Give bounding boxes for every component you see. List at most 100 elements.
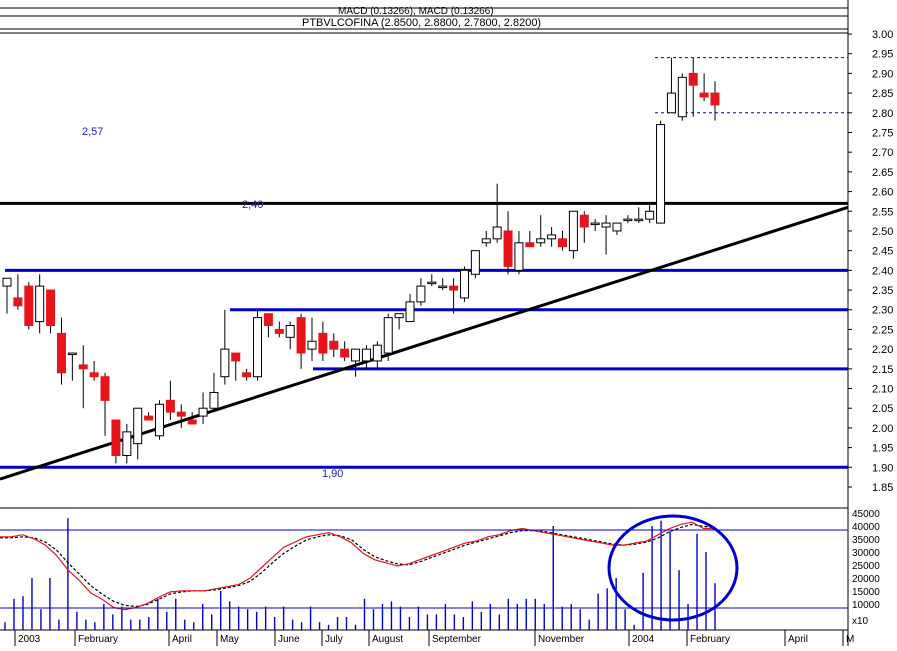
price-tick-label-19: 2.05	[872, 403, 893, 415]
candle-body-64	[699, 92, 709, 98]
candle-body-19	[209, 391, 219, 409]
candle-15	[165, 380, 175, 421]
candle-41	[449, 278, 459, 314]
candle-56	[612, 222, 622, 235]
candle-body-59	[645, 210, 655, 220]
candle-54	[590, 219, 600, 231]
candle-body-41	[449, 285, 459, 291]
candle-64	[699, 73, 709, 101]
price-tick-label-14: 2.30	[872, 305, 893, 317]
candle-body-63	[688, 72, 698, 86]
price-tick-label-10: 2.50	[872, 226, 893, 238]
candle-44	[481, 230, 491, 247]
candle-body-9	[100, 376, 110, 401]
candle-7	[78, 345, 88, 409]
candle-45	[492, 183, 502, 243]
candle-body-58	[634, 218, 644, 222]
candle-body-43	[470, 250, 480, 275]
volume-tick-label-2: 35000	[852, 535, 880, 546]
candle-20	[220, 309, 230, 385]
candle-body-0	[2, 277, 12, 287]
candle-body-62	[677, 76, 687, 118]
candle-body-1	[13, 297, 23, 307]
candle-body-28	[307, 340, 317, 350]
candle-body-11	[122, 431, 132, 456]
candle-body-23	[253, 317, 263, 378]
x-tick-label-2: April	[172, 634, 192, 645]
price-tick-label-4: 2.80	[872, 108, 893, 120]
x-tick-label-11: April	[788, 634, 808, 645]
x-tick-label-8: November	[538, 634, 585, 645]
price-tick-label-11: 2.45	[872, 246, 893, 258]
candle-10	[111, 419, 121, 464]
candle-48	[525, 230, 535, 248]
candle-body-53	[579, 214, 589, 228]
candle-62	[677, 73, 687, 121]
candle-body-32	[351, 348, 361, 362]
volume-tick-label-4: 25000	[852, 561, 880, 572]
price-tick-label-5: 2.75	[872, 127, 893, 139]
header-panel: MACD (0.13266), MACD (0.13266) PTBVLCOFI…	[0, 6, 848, 30]
candle-body-36	[394, 313, 404, 319]
candle-body-25	[274, 328, 284, 334]
x-tick-label-1: February	[78, 634, 118, 645]
x-tick-label-12: M	[846, 634, 854, 645]
price-tick-label-21: 1.95	[872, 443, 893, 455]
price-tick-label-8: 2.60	[872, 187, 893, 199]
candle-3	[35, 274, 45, 334]
x-tick-label-9: 2004	[632, 634, 655, 645]
candle-5	[56, 317, 66, 385]
candle-body-13	[144, 415, 154, 421]
candle-body-18	[198, 407, 208, 417]
candle-body-34	[372, 344, 382, 362]
candle-40	[438, 278, 448, 291]
price-tick-label-12: 2.40	[872, 265, 893, 277]
candle-27	[296, 313, 306, 369]
price-tick-label-0: 3.00	[872, 29, 893, 41]
oscillator-main-line	[0, 521, 715, 611]
candle-body-21	[231, 352, 241, 362]
candle-body-35	[383, 317, 393, 354]
candle-57	[623, 215, 633, 224]
candles-layer	[2, 57, 720, 464]
candle-6	[67, 352, 77, 381]
candle-body-14	[154, 403, 164, 437]
time-axis: 2003 February April May June July August Septem…	[14, 630, 854, 646]
candle-31	[340, 341, 350, 361]
price-tick-label-18: 2.10	[872, 384, 893, 396]
candle-body-37	[405, 301, 415, 323]
price-tick-label-6: 2.70	[872, 147, 893, 159]
candle-body-22	[242, 372, 252, 378]
price-tick-label-7: 2.65	[872, 167, 893, 179]
candle-43	[470, 250, 480, 279]
candle-61	[666, 57, 676, 114]
candle-body-29	[318, 332, 328, 354]
candle-body-27	[296, 317, 306, 354]
candle-32	[351, 348, 361, 377]
candle-16	[176, 404, 186, 428]
candle-36	[394, 313, 404, 330]
candle-body-10	[111, 419, 121, 456]
price-tick-label-22: 1.90	[872, 462, 893, 474]
candle-body-33	[361, 348, 371, 362]
price-tick-label-17: 2.15	[872, 364, 893, 376]
price-tick-label-1: 2.95	[872, 49, 893, 61]
candle-65	[710, 81, 720, 121]
x-tick-label-10: February	[690, 634, 730, 645]
candle-50	[547, 227, 557, 247]
candle-body-39	[427, 281, 437, 285]
volume-tick-label-8: x10	[852, 616, 869, 627]
candle-body-4	[46, 289, 56, 326]
candle-body-49	[536, 238, 546, 244]
candle-body-60	[656, 124, 666, 224]
instrument-label: PTBVLCOFINA (2.8500, 2.8800, 2.7800, 2.8…	[302, 17, 541, 29]
candle-4	[46, 289, 56, 334]
candle-12	[133, 407, 143, 460]
candle-29	[318, 321, 328, 361]
candle-body-47	[514, 242, 524, 271]
price-tick-label-23: 1.85	[872, 482, 893, 494]
candle-8	[89, 360, 99, 381]
candle-1	[13, 274, 23, 310]
candle-9	[100, 372, 110, 436]
